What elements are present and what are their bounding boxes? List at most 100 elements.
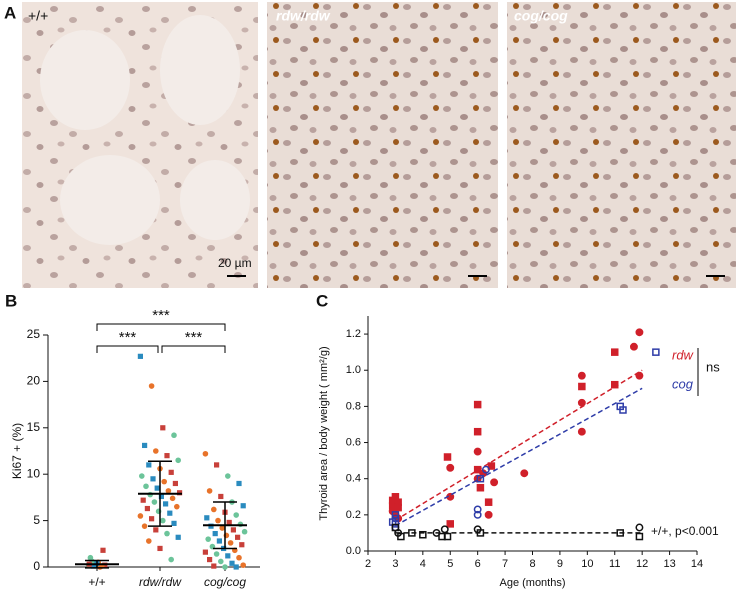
point [397, 532, 405, 541]
dot [218, 558, 224, 565]
point [520, 469, 529, 478]
dot [169, 495, 176, 502]
x-tick-label: 8 [529, 558, 535, 570]
dot [160, 425, 166, 431]
dot [214, 462, 220, 468]
point [484, 510, 493, 519]
point [635, 371, 644, 380]
dot [143, 483, 149, 490]
dot [212, 530, 218, 537]
sig-label: *** [185, 329, 203, 346]
fit-line [395, 387, 643, 527]
x-tick-label: 12 [636, 558, 648, 570]
dot [207, 556, 213, 563]
point [473, 510, 482, 519]
dot [168, 469, 174, 475]
y-tick-label: 25 [27, 327, 41, 341]
dot [172, 480, 178, 487]
y-tick-label: 0.0 [346, 545, 361, 557]
dot [225, 473, 231, 479]
dot [146, 538, 152, 544]
dot [164, 530, 170, 537]
x-tick-label: 13 [663, 558, 675, 570]
dot [241, 528, 248, 535]
dot [139, 473, 145, 479]
panel-a: A +/+ rdw/rdw cog/cog 20 µm [4, 2, 736, 288]
x-tick-label: cog/cog [204, 575, 246, 589]
micrograph [267, 2, 498, 288]
dot [236, 554, 242, 561]
dot [216, 538, 222, 544]
dot [206, 488, 213, 494]
genotype-label: +/+ [28, 8, 48, 24]
dot [148, 383, 155, 389]
micrograph [507, 2, 736, 288]
point [611, 348, 619, 356]
dot [226, 519, 232, 526]
dot [168, 556, 174, 563]
point [446, 520, 454, 528]
sig-label: *** [119, 329, 137, 346]
annotation: ns [706, 359, 720, 374]
x-tick-label: 9 [557, 558, 563, 570]
scale-label: 20 µm [218, 256, 252, 270]
point [487, 462, 496, 470]
dot [205, 536, 211, 542]
series-label: +/+, p<0.001 [651, 524, 719, 538]
dot [219, 525, 225, 531]
point [577, 427, 586, 436]
x-tick-label: 4 [420, 558, 426, 570]
point [619, 406, 627, 414]
dot [142, 442, 148, 449]
dot [225, 553, 231, 559]
dot [100, 547, 106, 553]
series-label: rdw [672, 347, 695, 362]
dot [154, 485, 160, 491]
dot [202, 549, 208, 555]
y-tick-label: 0.4 [346, 473, 361, 485]
point [440, 525, 449, 534]
point [476, 483, 485, 492]
dot [218, 493, 224, 500]
y-axis-title: Thyroid area / body weight ( mm²/g) [318, 346, 330, 520]
dot [137, 353, 143, 359]
dot [171, 432, 177, 439]
point [652, 348, 660, 356]
x-tick-label: 5 [447, 558, 453, 570]
follicle [180, 160, 250, 240]
dot [213, 551, 220, 557]
point [635, 328, 644, 337]
dot [211, 506, 217, 513]
point [629, 342, 638, 351]
dot [239, 542, 245, 548]
follicle [40, 30, 130, 130]
dot [204, 515, 210, 521]
point [577, 398, 586, 407]
dot [146, 462, 152, 468]
point [473, 447, 482, 456]
dot [160, 517, 166, 524]
x-tick-label: +/+ [88, 575, 105, 589]
genotype-label: rdw/rdw [276, 8, 331, 24]
dot [157, 545, 163, 552]
dot [240, 503, 246, 509]
x-tick-label: 6 [475, 558, 481, 570]
dot [222, 564, 228, 570]
dot [161, 478, 167, 485]
dot [233, 564, 239, 570]
dot [236, 480, 242, 487]
dot [151, 499, 158, 505]
y-tick-label: 5 [33, 513, 40, 527]
dot [175, 534, 181, 540]
point [394, 503, 402, 512]
x-axis-title: Age (months) [499, 577, 565, 589]
point [481, 465, 490, 474]
panel-label: A [4, 3, 16, 22]
dot [150, 476, 156, 482]
dot [229, 560, 235, 566]
point [490, 478, 499, 487]
point [484, 498, 493, 506]
dot [233, 512, 239, 518]
point [473, 505, 482, 514]
